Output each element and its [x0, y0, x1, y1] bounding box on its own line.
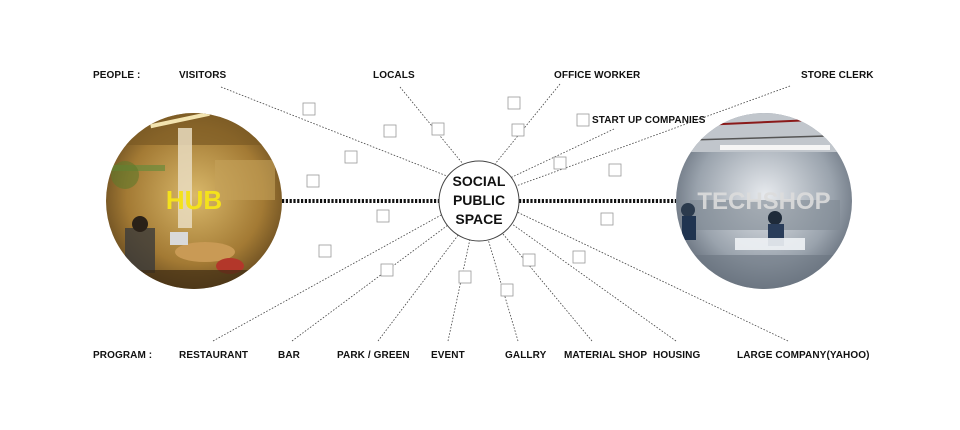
- center-line-3: SPACE: [455, 211, 503, 227]
- checkbox[interactable]: [431, 122, 445, 136]
- checkbox[interactable]: [507, 96, 521, 110]
- checkbox[interactable]: [306, 174, 320, 188]
- line-locals: [399, 86, 464, 165]
- checkbox[interactable]: [522, 253, 536, 267]
- connector-lines: [212, 83, 791, 342]
- program-event: EVENT: [431, 350, 465, 361]
- techshop-label: TECHSHOP: [697, 188, 830, 215]
- program-bar: BAR: [278, 350, 300, 361]
- program-material-shop: MATERIAL SHOP: [564, 350, 648, 361]
- center-circle: [438, 160, 520, 242]
- checkbox[interactable]: [380, 263, 394, 277]
- center-line-2: PUBLIC: [452, 192, 506, 208]
- line-restaurant: [212, 213, 444, 342]
- line-startup: [509, 128, 615, 179]
- people-startup: START UP COMPANIES: [592, 115, 706, 126]
- checkbox[interactable]: [318, 244, 332, 258]
- program-gallry: GALLRY: [505, 350, 547, 361]
- program-large-company: LARGE COMPANY(YAHOO): [737, 350, 870, 361]
- hub-photo: HUB: [106, 113, 282, 289]
- checkbox[interactable]: [576, 113, 590, 127]
- program-housing: HOUSING: [653, 350, 701, 361]
- line-store-clerk: [515, 85, 791, 187]
- checkbox[interactable]: [302, 102, 316, 116]
- checkbox[interactable]: [553, 156, 567, 170]
- program-restaurant: RESTAURANT: [179, 350, 249, 361]
- line-park: [377, 233, 460, 342]
- hub-label: HUB: [166, 185, 222, 215]
- checkbox-squares: [302, 96, 622, 297]
- people-office-worker: OFFICE WORKER: [554, 70, 641, 81]
- checkbox[interactable]: [608, 163, 622, 177]
- line-office-worker: [494, 83, 561, 165]
- people-store-clerk: STORE CLERK: [801, 70, 874, 81]
- program-heading: PROGRAM :: [93, 350, 153, 361]
- checkbox[interactable]: [383, 124, 397, 138]
- people-visitors: VISITORS: [179, 70, 227, 81]
- line-event: [447, 238, 471, 342]
- line-large-company: [516, 211, 789, 342]
- line-material-shop: [502, 233, 593, 342]
- checkbox[interactable]: [600, 212, 614, 226]
- checkbox[interactable]: [511, 123, 525, 137]
- checkbox[interactable]: [344, 150, 358, 164]
- checkbox[interactable]: [500, 283, 514, 297]
- checkbox[interactable]: [572, 250, 586, 264]
- line-bar: [291, 224, 449, 342]
- center-label: SOCIAL PUBLIC SPACE: [440, 172, 518, 229]
- program-park-green: PARK / GREEN: [337, 350, 410, 361]
- people-heading: PEOPLE :: [93, 70, 141, 81]
- checkbox[interactable]: [376, 209, 390, 223]
- people-locals: LOCALS: [373, 70, 415, 81]
- center-line-1: SOCIAL: [452, 173, 506, 189]
- checkbox[interactable]: [458, 270, 472, 284]
- line-housing: [511, 223, 677, 342]
- techshop-photo: TECHSHOP: [676, 113, 852, 289]
